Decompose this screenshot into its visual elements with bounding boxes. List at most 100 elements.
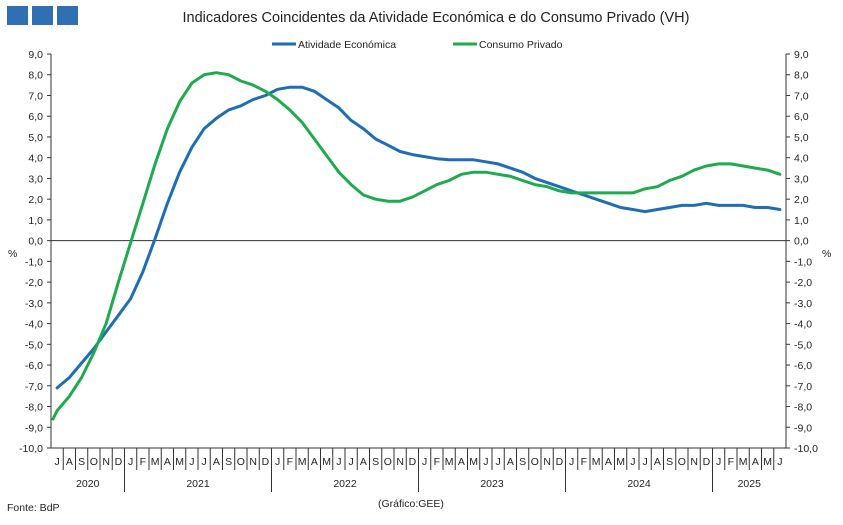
y-tick-label-left: 1,0 — [28, 215, 43, 227]
y-tick-label-left: -1,0 — [25, 256, 43, 268]
month-label: J — [189, 456, 194, 468]
month-label: M — [592, 456, 601, 468]
legend-label-consumo: Consumo Privado — [479, 39, 563, 51]
legend-label-atividade: Atividade Económica — [298, 39, 396, 51]
y-tick-label-right: 7,0 — [794, 90, 809, 102]
month-label: A — [605, 456, 612, 468]
y-axis-label-right: % — [822, 248, 831, 260]
y-tick-label-left: 5,0 — [28, 132, 43, 144]
chart-title: Indicadores Coincidentes da Atividade Ec… — [183, 10, 690, 26]
month-label: M — [175, 456, 184, 468]
bdp-logo-icon — [7, 6, 78, 26]
y-axis-left: 9,0 8,0 7,0 6,0 5,0 4,0 3,0 2,0 1,0 0,0 -1,0 -2,0 -3… — [19, 49, 51, 455]
year-label: 2025 — [738, 478, 762, 490]
month-label: D — [262, 456, 270, 468]
month-label: M — [739, 456, 748, 468]
y-tick-label-left: 4,0 — [28, 153, 43, 165]
month-label: F — [581, 456, 587, 468]
year-label: 2021 — [186, 478, 210, 490]
y-tick-label-left: 9,0 — [28, 49, 43, 61]
y-tick-label-right: 6,0 — [794, 111, 809, 123]
y-tick-label-left: 0,0 — [28, 236, 43, 248]
year-label: 2020 — [76, 478, 100, 490]
month-label: D — [409, 456, 417, 468]
y-tick-label-left: 7,0 — [28, 90, 43, 102]
y-tick-label-right: -5,0 — [794, 339, 812, 351]
month-label: O — [90, 456, 98, 468]
y-tick-label-right: -10,0 — [794, 443, 818, 455]
y-tick-label-left: -6,0 — [25, 360, 43, 372]
y-tick-label-right: 0,0 — [794, 236, 809, 248]
month-label: M — [298, 456, 307, 468]
month-label: J — [569, 456, 574, 468]
month-label: D — [556, 456, 564, 468]
month-label: O — [678, 456, 686, 468]
month-label: F — [434, 456, 440, 468]
source-note: Fonte: BdP — [7, 502, 60, 514]
year-label: 2024 — [627, 478, 651, 490]
month-label: A — [164, 456, 171, 468]
y-tick-label-left: -9,0 — [25, 422, 43, 434]
month-label: O — [531, 456, 539, 468]
y-tick-label-right: 5,0 — [794, 132, 809, 144]
month-label: J — [483, 456, 488, 468]
y-tick-label-right: -6,0 — [794, 360, 812, 372]
y-tick-label-right: -3,0 — [794, 298, 812, 310]
year-label: 2023 — [480, 478, 504, 490]
y-tick-label-left: -5,0 — [25, 339, 43, 351]
y-tick-label-left: -3,0 — [25, 298, 43, 310]
month-label: J — [643, 456, 648, 468]
month-label: J — [777, 456, 782, 468]
month-label: A — [458, 456, 465, 468]
month-label: N — [396, 456, 404, 468]
y-tick-label-left: 3,0 — [28, 173, 43, 185]
month-label: S — [519, 456, 526, 468]
y-tick-label-left: -2,0 — [25, 277, 43, 289]
y-tick-label-left: -7,0 — [25, 381, 43, 393]
month-label: A — [213, 456, 220, 468]
y-tick-label-right: 2,0 — [794, 194, 809, 206]
month-label: N — [249, 456, 257, 468]
month-label: F — [728, 456, 734, 468]
y-tick-label-left: 8,0 — [28, 70, 43, 82]
month-label: S — [78, 456, 85, 468]
month-label: J — [716, 456, 721, 468]
month-label: M — [322, 456, 331, 468]
month-label: N — [690, 456, 698, 468]
y-axis-label-left: % — [8, 248, 17, 260]
month-label: J — [275, 456, 280, 468]
month-label: M — [151, 456, 160, 468]
series-line-consumo-privado — [51, 71, 782, 421]
y-tick-label-right: 9,0 — [794, 49, 809, 61]
y-tick-label-right: 8,0 — [794, 70, 809, 82]
month-label: O — [384, 456, 392, 468]
month-label: N — [543, 456, 551, 468]
month-label: M — [445, 456, 454, 468]
legend: Atividade Económica Consumo Privado — [272, 39, 563, 51]
month-label: J — [55, 456, 60, 468]
y-tick-label-left: -8,0 — [25, 402, 43, 414]
y-axis-right: 9,0 8,0 7,0 6,0 5,0 4,0 3,0 2,0 1,0 0,0 -1,0 -2,0 -3… — [786, 49, 818, 455]
month-label: F — [140, 456, 146, 468]
y-tick-label-right: 3,0 — [794, 173, 809, 185]
month-label: O — [237, 456, 245, 468]
month-label: D — [703, 456, 711, 468]
month-label: J — [336, 456, 341, 468]
month-label: A — [752, 456, 759, 468]
year-label: 2022 — [333, 478, 357, 490]
month-label: M — [616, 456, 625, 468]
y-tick-label-right: 4,0 — [794, 153, 809, 165]
month-label: M — [469, 456, 478, 468]
y-tick-label-left: 6,0 — [28, 111, 43, 123]
month-label: J — [422, 456, 427, 468]
y-tick-label-right: -8,0 — [794, 402, 812, 414]
month-label: N — [102, 456, 110, 468]
month-label: J — [128, 456, 133, 468]
month-label: S — [666, 456, 673, 468]
y-tick-label-right: -4,0 — [794, 319, 812, 331]
y-tick-label-left: 2,0 — [28, 194, 43, 206]
y-tick-label-right: -1,0 — [794, 256, 812, 268]
y-tick-label-right: -2,0 — [794, 277, 812, 289]
month-label: A — [654, 456, 661, 468]
